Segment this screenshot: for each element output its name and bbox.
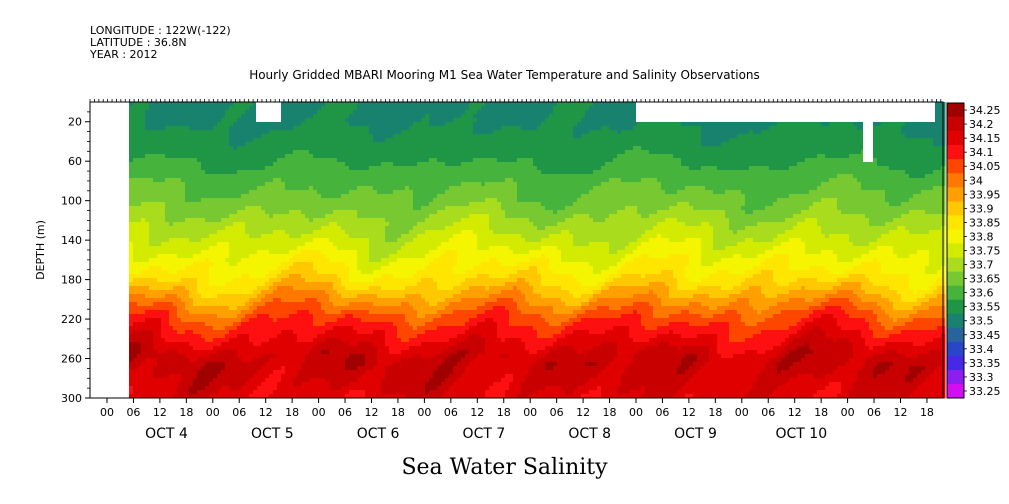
x-day-label: OCT 4 bbox=[145, 426, 188, 442]
colorbar-swatch bbox=[947, 215, 964, 230]
x-tick-label: 12 bbox=[364, 406, 378, 419]
colorbar-swatch bbox=[947, 383, 964, 399]
x-tick-label: 06 bbox=[126, 406, 140, 419]
longitude-label: LONGITUDE : 122W(-122) bbox=[90, 24, 231, 37]
y-axis-title: DEPTH (m) bbox=[34, 220, 47, 280]
x-day-label: OCT 9 bbox=[674, 426, 717, 442]
y-tick-label: 260 bbox=[61, 353, 82, 366]
y-tick-label: 60 bbox=[68, 155, 82, 168]
colorbar-swatch bbox=[947, 369, 964, 385]
x-tick-label: 06 bbox=[761, 406, 775, 419]
x-tick-label: 12 bbox=[470, 406, 484, 419]
x-axis-title: Sea Water Salinity bbox=[401, 455, 608, 480]
x-tick-label: 12 bbox=[153, 406, 167, 419]
x-tick-label: 18 bbox=[708, 406, 722, 419]
colorbar-swatch bbox=[947, 355, 964, 371]
colorbar-swatch bbox=[947, 145, 964, 160]
x-tick-label: 12 bbox=[788, 406, 802, 419]
x-tick-label: 00 bbox=[629, 406, 643, 419]
colorbar-swatch bbox=[947, 229, 964, 244]
colorbar-label: 33.65 bbox=[969, 273, 1001, 286]
colorbar-label: 33.7 bbox=[969, 259, 994, 272]
x-tick-label: 12 bbox=[682, 406, 696, 419]
colorbar-label: 33.45 bbox=[969, 329, 1001, 342]
y-tick-label: 20 bbox=[68, 116, 82, 129]
colorbar-label: 33.9 bbox=[969, 202, 994, 215]
latitude-label: LATITUDE : 36.8N bbox=[90, 36, 187, 49]
y-tick-label: 100 bbox=[61, 195, 82, 208]
x-tick-label: 06 bbox=[232, 406, 246, 419]
x-tick-label: 06 bbox=[444, 406, 458, 419]
colorbar-swatch bbox=[947, 243, 964, 258]
colorbar-label: 33.25 bbox=[969, 385, 1001, 398]
y-tick-label: 220 bbox=[61, 313, 82, 326]
x-tick-label: 18 bbox=[179, 406, 193, 419]
x-tick-label: 00 bbox=[417, 406, 431, 419]
x-tick-label: 06 bbox=[550, 406, 564, 419]
x-tick-label: 00 bbox=[206, 406, 220, 419]
colorbar-label: 34.1 bbox=[969, 146, 994, 159]
colorbar-label: 34.05 bbox=[969, 160, 1001, 173]
x-day-label: OCT 10 bbox=[775, 426, 827, 442]
chart-title: Hourly Gridded MBARI Mooring M1 Sea Wate… bbox=[249, 68, 760, 82]
colorbar-swatch bbox=[947, 271, 964, 286]
colorbar-swatch bbox=[947, 173, 964, 188]
colorbar-label: 33.55 bbox=[969, 301, 1001, 314]
x-tick-label: 12 bbox=[259, 406, 273, 419]
colorbar-label: 33.95 bbox=[969, 188, 1001, 201]
x-tick-label: 00 bbox=[523, 406, 537, 419]
colorbar-label: 34.2 bbox=[969, 118, 994, 131]
colorbar-label: 34.25 bbox=[969, 104, 1001, 117]
colorbar-swatch bbox=[947, 103, 964, 118]
top-ticks bbox=[89, 99, 942, 102]
colorbar-swatch bbox=[947, 117, 964, 132]
colorbar-label: 33.5 bbox=[969, 315, 994, 328]
x-tick-label: 00 bbox=[312, 406, 326, 419]
colorbar-swatch bbox=[947, 201, 964, 216]
colorbar-label: 33.4 bbox=[969, 343, 994, 356]
x-tick-label: 18 bbox=[391, 406, 405, 419]
x-tick-label: 06 bbox=[338, 406, 352, 419]
colorbar-label: 33.75 bbox=[969, 245, 1001, 258]
colorbar-swatch bbox=[947, 341, 964, 357]
y-tick-label: 140 bbox=[61, 234, 82, 247]
colorbar-label: 33.3 bbox=[969, 371, 994, 384]
colorbar-label: 33.8 bbox=[969, 230, 994, 243]
x-day-label: OCT 5 bbox=[251, 426, 294, 442]
x-tick-label: 06 bbox=[655, 406, 669, 419]
colorbar-swatch bbox=[947, 285, 964, 300]
year-label: YEAR : 2012 bbox=[90, 48, 158, 61]
colorbar-label: 33.85 bbox=[969, 216, 1001, 229]
x-tick-label: 12 bbox=[893, 406, 907, 419]
x-tick-label: 18 bbox=[814, 406, 828, 419]
x-day-label: OCT 7 bbox=[463, 426, 506, 442]
x-tick-label: 18 bbox=[285, 406, 299, 419]
y-tick-label: 300 bbox=[61, 392, 82, 405]
x-tick-label: 00 bbox=[735, 406, 749, 419]
colorbar-swatch bbox=[947, 327, 964, 343]
x-tick-label: 00 bbox=[841, 406, 855, 419]
colorbar-label: 34 bbox=[969, 174, 983, 187]
colorbar-label: 33.35 bbox=[969, 357, 1001, 370]
x-tick-label: 18 bbox=[920, 406, 934, 419]
colorbar-swatch bbox=[947, 131, 964, 146]
x-tick-label: 18 bbox=[603, 406, 617, 419]
x-day-label: OCT 6 bbox=[357, 426, 400, 442]
y-tick-label: 180 bbox=[61, 274, 82, 287]
x-tick-label: 12 bbox=[576, 406, 590, 419]
colorbar-label: 33.6 bbox=[969, 287, 994, 300]
colorbar-swatch bbox=[947, 313, 964, 329]
x-day-label: OCT 8 bbox=[568, 426, 611, 442]
colorbar-swatch bbox=[947, 257, 964, 272]
salinity-field bbox=[129, 102, 946, 399]
colorbar-swatch bbox=[947, 159, 964, 174]
colorbar-label: 34.15 bbox=[969, 132, 1001, 145]
colorbar-swatch bbox=[947, 187, 964, 202]
x-tick-label: 06 bbox=[867, 406, 881, 419]
colorbar-swatch bbox=[947, 299, 964, 315]
x-tick-label: 18 bbox=[497, 406, 511, 419]
x-tick-label: 00 bbox=[100, 406, 114, 419]
